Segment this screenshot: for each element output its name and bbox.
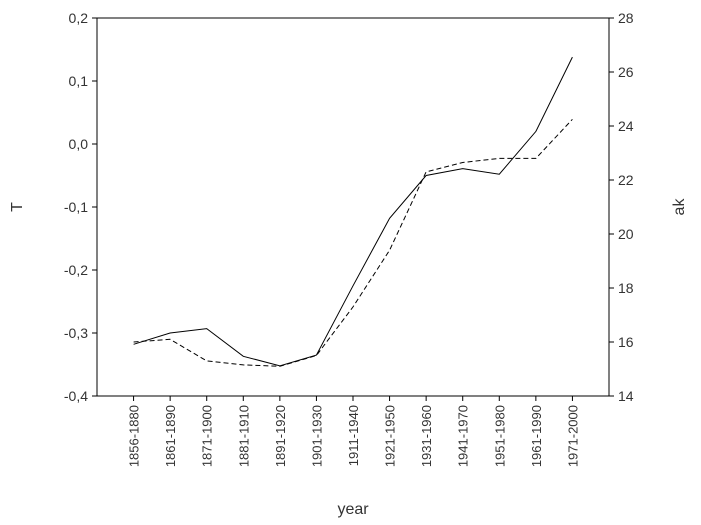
x-tick-label: 1881-1910 — [236, 405, 251, 467]
left-tick-label: -0,2 — [64, 262, 88, 278]
left-axis: -0,4 -0,3 -0,2 -0,1 0,0 0,1 0,2 — [64, 10, 97, 404]
left-axis-title: T — [9, 202, 26, 212]
right-tick-label: 28 — [618, 10, 634, 26]
x-axis: 1856-1880 1861-1890 1871-1900 1881-1910 1891… — [127, 396, 580, 467]
right-tick-label: 26 — [618, 64, 634, 80]
right-tick-label: 20 — [618, 226, 634, 242]
right-tick-label: 24 — [618, 118, 634, 134]
right-tick-label: 14 — [618, 388, 634, 404]
x-tick-label: 1931-1960 — [419, 405, 434, 467]
x-tick-label: 1891-1920 — [273, 405, 288, 467]
plot-frame — [96, 17, 610, 397]
right-tick-label: 22 — [618, 172, 634, 188]
right-tick-label: 16 — [618, 334, 634, 350]
series-layer — [133, 56, 573, 367]
right-axis-title: ak — [671, 198, 688, 216]
left-tick-label: 0,1 — [69, 73, 89, 89]
right-axis: 14 16 18 20 22 24 26 28 — [609, 10, 634, 404]
ak-series-line — [133, 118, 573, 367]
T-series-line — [133, 56, 573, 367]
x-tick-label: 1901-1930 — [309, 405, 324, 467]
left-tick-label: -0,1 — [64, 199, 88, 215]
left-tick-label: -0,4 — [64, 388, 88, 404]
x-tick-label: 1861-1890 — [163, 405, 178, 467]
left-tick-label: 0,0 — [69, 136, 89, 152]
x-tick-label: 1961-1990 — [529, 405, 544, 467]
x-tick-label: 1951-1980 — [492, 405, 507, 467]
x-tick-label: 1911-1940 — [346, 405, 361, 466]
right-tick-label: 18 — [618, 280, 634, 296]
left-tick-label: 0,2 — [69, 10, 89, 26]
x-tick-label: 1871-1900 — [200, 405, 215, 467]
left-tick-label: -0,3 — [64, 325, 88, 341]
x-tick-label: 1856-1880 — [127, 405, 142, 467]
x-tick-label: 1941-1970 — [456, 405, 471, 467]
x-tick-label: 1971-2000 — [565, 405, 580, 467]
x-axis-title: year — [337, 501, 369, 518]
x-tick-label: 1921-1950 — [383, 405, 398, 467]
